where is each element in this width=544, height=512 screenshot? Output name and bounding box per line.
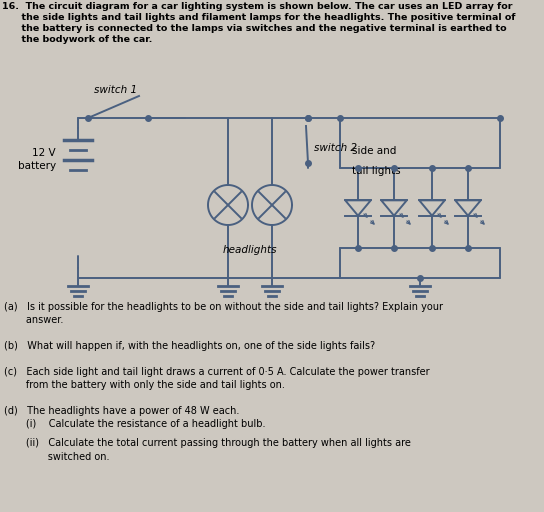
Text: side and: side and <box>352 146 397 156</box>
Text: tail lights: tail lights <box>352 166 400 176</box>
Text: 12 V: 12 V <box>33 148 56 158</box>
Text: headlights: headlights <box>222 245 277 255</box>
Text: the bodywork of the car.: the bodywork of the car. <box>2 35 152 44</box>
Text: battery: battery <box>18 161 56 171</box>
Text: (d)   The headlights have a power of 48 W each.: (d) The headlights have a power of 48 W … <box>4 406 239 416</box>
Text: answer.: answer. <box>4 315 63 325</box>
Text: the side lights and tail lights and filament lamps for the headlights. The posit: the side lights and tail lights and fila… <box>2 13 516 22</box>
Text: switch 1: switch 1 <box>95 85 138 95</box>
Text: (a)   Is it possible for the headlights to be on without the side and tail light: (a) Is it possible for the headlights to… <box>4 302 443 312</box>
Text: (c)   Each side light and tail light draws a current of 0·5 A. Calculate the pow: (c) Each side light and tail light draws… <box>4 367 430 377</box>
Text: (b)   What will happen if, with the headlights on, one of the side lights fails?: (b) What will happen if, with the headli… <box>4 341 375 351</box>
Text: switched on.: switched on. <box>4 452 109 461</box>
Text: (ii)   Calculate the total current passing through the battery when all lights a: (ii) Calculate the total current passing… <box>4 438 411 449</box>
Text: from the battery with only the side and tail lights on.: from the battery with only the side and … <box>4 380 285 390</box>
Text: the battery is connected to the lamps via switches and the negative terminal is : the battery is connected to the lamps vi… <box>2 24 506 33</box>
Text: 16.  The circuit diagram for a car lighting system is shown below. The car uses : 16. The circuit diagram for a car lighti… <box>2 2 512 11</box>
Text: switch 2: switch 2 <box>314 143 357 153</box>
Text: (i)    Calculate the resistance of a headlight bulb.: (i) Calculate the resistance of a headli… <box>4 419 265 429</box>
